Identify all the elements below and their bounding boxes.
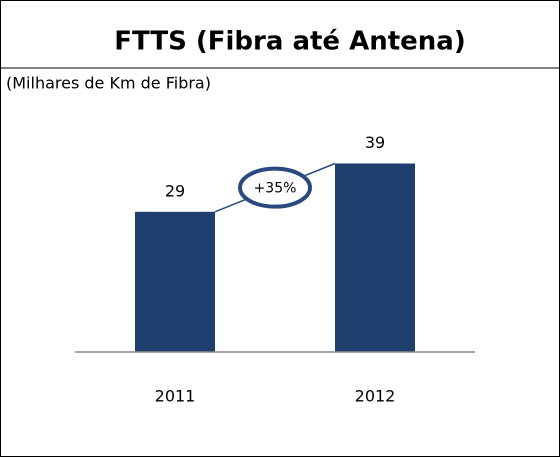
value-label: 29	[165, 181, 185, 200]
bar	[135, 211, 215, 352]
growth-annotation: +35%	[254, 181, 297, 197]
growth-ellipse	[238, 166, 312, 209]
x-tick-label: 2012	[355, 387, 396, 406]
x-tick-label: 2011	[155, 387, 196, 406]
bar	[335, 163, 415, 352]
chart-subtitle: (Milhares de Km de Fibra)	[6, 74, 211, 93]
chart-title: FTTS (Fibra até Antena)	[114, 27, 465, 57]
value-label: 39	[365, 133, 385, 152]
